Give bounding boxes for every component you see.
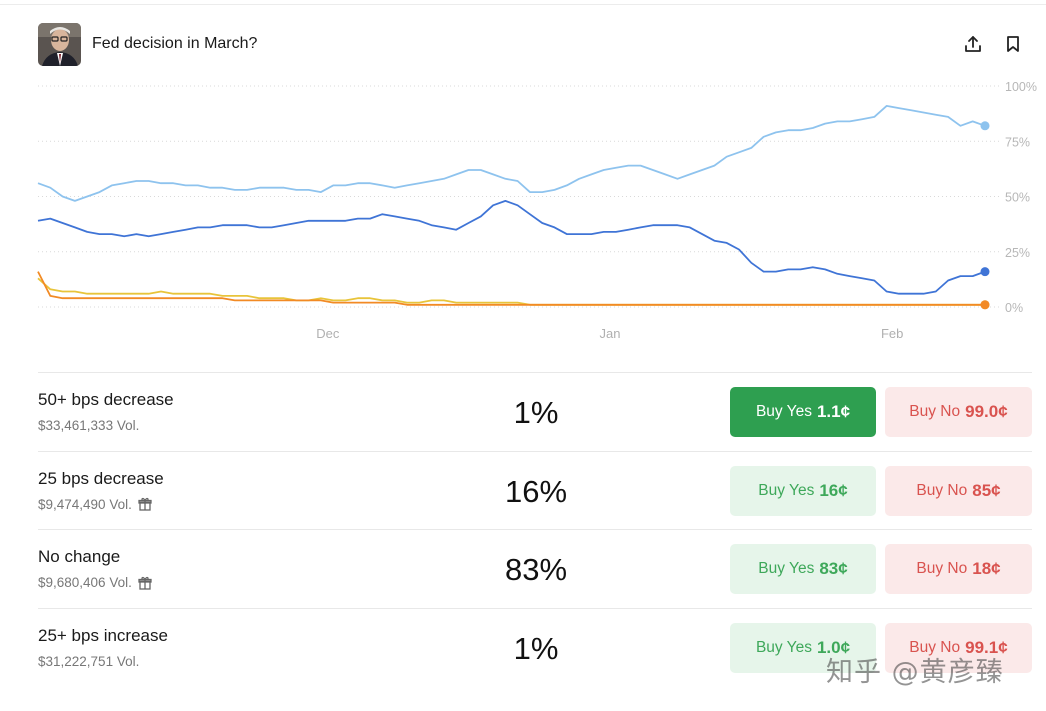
buy-no-label: Buy No: [916, 560, 968, 577]
outcome-row: 50+ bps decrease $33,461,333 Vol. 1% Buy…: [38, 372, 1032, 451]
watermark: 知乎 @黄彦臻: [826, 657, 1004, 688]
series-line: [37, 277, 985, 306]
outcome-name: 25 bps decrease: [38, 468, 164, 488]
buy-yes-button[interactable]: Buy Yes 1.0¢: [730, 622, 876, 673]
buy-yes-price: 16¢: [819, 480, 848, 500]
buy-no-price: 99.0¢: [965, 402, 1008, 421]
y-tick-label: 25%: [1005, 246, 1030, 260]
outcome-percent: 1%: [513, 395, 559, 430]
buy-no-price: 99.1¢: [965, 637, 1008, 657]
series-line: [37, 200, 986, 295]
outcome-volume: $9,680,406 Vol.: [38, 575, 152, 590]
x-tick-label: Jan: [600, 326, 621, 341]
outcome-percent: 83%: [504, 552, 568, 587]
buy-no-button[interactable]: Buy No 18¢: [885, 544, 1032, 594]
buy-yes-button[interactable]: Buy Yes 83¢: [730, 544, 876, 594]
buy-yes-button[interactable]: Buy Yes 16¢: [730, 465, 876, 516]
volume-text: $33,461,333 Vol.: [38, 418, 140, 433]
gift-icon[interactable]: [138, 497, 152, 511]
chart-svg: 100% 75% 50% 25% 0% Dec Jan Feb: [37, 80, 1037, 341]
series-endpoint: [980, 267, 990, 277]
market-title: Fed decision in March?: [92, 35, 258, 52]
upload-share-icon[interactable]: [962, 33, 984, 55]
buy-yes-label: Buy Yes: [755, 403, 812, 420]
y-tick-label: 50%: [1005, 191, 1030, 205]
buy-no-label: Buy No: [916, 481, 968, 499]
buy-yes-price: 1.0¢: [816, 637, 851, 657]
buy-yes-label: Buy Yes: [758, 481, 815, 499]
bookmark-icon[interactable]: [1002, 33, 1024, 55]
top-divider: [0, 4, 1046, 5]
buy-no-price: 18¢: [972, 559, 1001, 578]
outcome-volume: $31,222,751 Vol.: [38, 654, 139, 669]
buy-yes-button[interactable]: Buy Yes 1.1¢: [730, 387, 876, 437]
outcome-percent: 1%: [513, 630, 559, 666]
buy-yes-label: Buy Yes: [758, 560, 815, 577]
outcome-name: No change: [38, 547, 121, 566]
gift-icon[interactable]: [138, 576, 152, 590]
outcomes-list: 50+ bps decrease $33,461,333 Vol. 1% Buy…: [38, 372, 1032, 686]
outcome-name: 25+ bps increase: [38, 625, 168, 645]
series-line: [37, 271, 985, 306]
buy-no-button[interactable]: Buy No 99.0¢: [885, 387, 1032, 437]
market-avatar: [38, 22, 81, 66]
y-tick-label: 0%: [1005, 301, 1023, 315]
outcome-percent: 16%: [504, 473, 568, 509]
buy-yes-label: Buy Yes: [755, 638, 812, 656]
price-history-chart: 100% 75% 50% 25% 0% Dec Jan Feb: [0, 78, 1046, 350]
y-tick-label: 100%: [1005, 80, 1037, 94]
outcome-volume: $33,461,333 Vol.: [38, 418, 139, 433]
outcome-name: 50+ bps decrease: [38, 390, 174, 409]
series-endpoint: [980, 121, 990, 131]
buy-yes-price: 83¢: [819, 559, 848, 578]
outcome-row: No change $9,680,406 Vol. 83% Buy Yes 83¢…: [38, 529, 1032, 608]
buy-no-button[interactable]: Buy No 99.1¢: [885, 622, 1032, 673]
market-header: Fed decision in March?: [38, 22, 1032, 66]
x-tick-label: Dec: [316, 326, 340, 341]
volume-text: $31,222,751 Vol.: [38, 653, 140, 669]
buy-no-button[interactable]: Buy No 85¢: [885, 465, 1032, 516]
series-endpoint: [980, 300, 990, 310]
buy-no-label: Buy No: [909, 403, 961, 420]
volume-text: $9,680,406 Vol.: [38, 575, 132, 590]
series-line: [37, 105, 986, 202]
buy-yes-price: 1.1¢: [816, 402, 851, 421]
outcome-volume: $9,474,490 Vol.: [38, 497, 152, 512]
x-tick-label: Feb: [881, 326, 903, 341]
outcome-row: 25 bps decrease $9,474,490 Vol. 16% Buy …: [38, 450, 1032, 530]
volume-text: $9,474,490 Vol.: [38, 496, 132, 512]
buy-no-label: Buy No: [909, 638, 961, 656]
outcome-row: 25+ bps increase $31,222,751 Vol. 1% Buy…: [38, 607, 1032, 687]
y-tick-label: 75%: [1005, 135, 1030, 149]
buy-no-price: 85¢: [972, 480, 1001, 500]
